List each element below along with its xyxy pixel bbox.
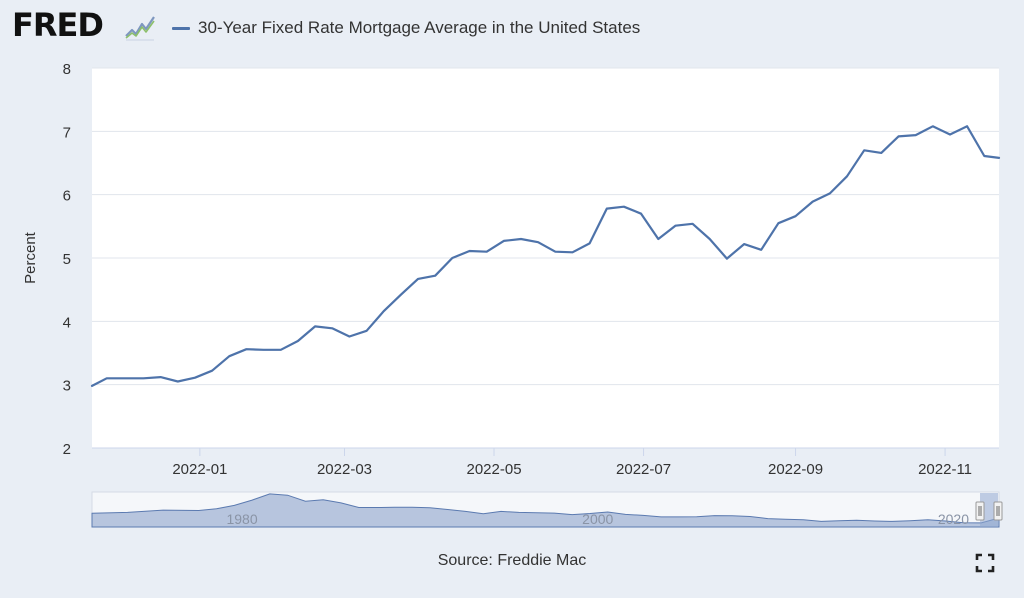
y-tick-label: 6 — [63, 188, 71, 205]
y-tick-label: 4 — [63, 314, 71, 331]
y-tick-label: 3 — [63, 378, 71, 395]
navigator-handle[interactable] — [993, 501, 1003, 521]
navigator-label: 1980 — [226, 511, 257, 527]
legend-swatch — [172, 26, 190, 30]
x-tick-label: 2022-05 — [466, 461, 521, 478]
legend-label: 30-Year Fixed Rate Mortgage Average in t… — [198, 18, 641, 37]
fred-logo[interactable]: FRED — [12, 6, 104, 44]
x-tick-label: 2022-11 — [918, 461, 972, 478]
x-tick-label: 2022-07 — [616, 461, 671, 478]
navigator-handle[interactable] — [975, 501, 985, 521]
navigator-label: 2020 — [938, 511, 969, 527]
y-axis-title: Percent — [22, 231, 39, 284]
y-tick-label: 8 — [63, 61, 71, 78]
y-tick-label: 2 — [63, 441, 71, 458]
x-tick-label: 2022-01 — [172, 461, 227, 478]
series-line — [90, 125, 1001, 387]
x-tick-label: 2022-09 — [768, 461, 823, 478]
source-note: Source: Freddie Mac — [437, 552, 587, 569]
x-tick-label: 2022-03 — [317, 461, 372, 478]
legend[interactable]: 30-Year Fixed Rate Mortgage Average in t… — [172, 18, 640, 38]
fullscreen-icon[interactable] — [975, 553, 995, 573]
y-tick-label: 5 — [63, 251, 71, 268]
navigator-label: 2000 — [582, 511, 613, 527]
chart-header: FRED 30-Year Fixed Rate Mortgage Average… — [0, 0, 1024, 56]
y-tick-label: 7 — [63, 124, 71, 141]
trend-line-icon — [125, 16, 155, 41]
navigator-series-area — [91, 493, 1000, 528]
